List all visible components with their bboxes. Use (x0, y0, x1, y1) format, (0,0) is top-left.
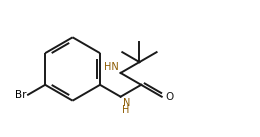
Text: O: O (166, 92, 174, 102)
Text: HN: HN (104, 62, 119, 72)
Text: H: H (122, 105, 129, 115)
Text: Br: Br (15, 90, 26, 100)
Text: N: N (122, 98, 130, 108)
